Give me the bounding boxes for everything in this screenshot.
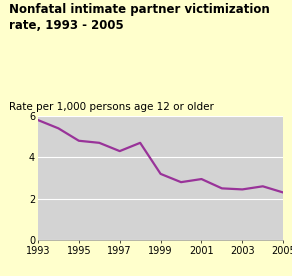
Text: Rate per 1,000 persons age 12 or older: Rate per 1,000 persons age 12 or older [9,102,214,112]
Text: Nonfatal intimate partner victimization
rate, 1993 - 2005: Nonfatal intimate partner victimization … [9,3,270,32]
